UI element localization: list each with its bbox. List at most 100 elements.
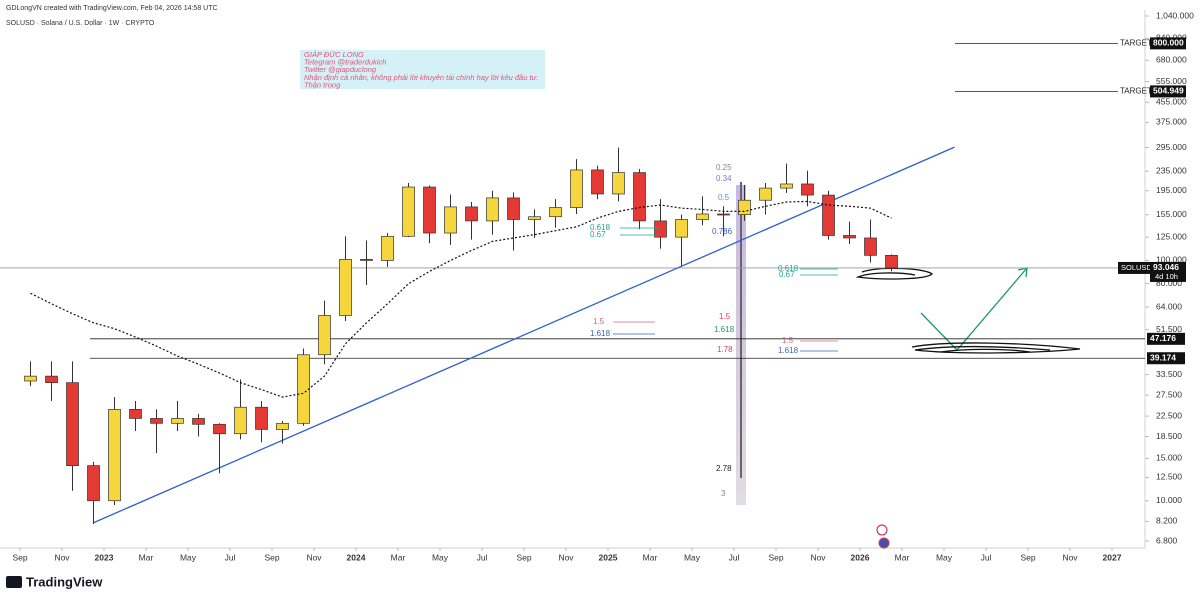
fib-label: 1.5 — [782, 336, 794, 345]
candle-body — [360, 259, 373, 261]
scribble-top — [855, 267, 934, 280]
candle-body — [717, 213, 730, 216]
note-line: Tetegram @traderdukich — [304, 58, 386, 67]
candle-body — [843, 235, 856, 239]
target-label: 800.000 — [1153, 38, 1184, 48]
y-tick-label: 295.000 — [1156, 142, 1187, 152]
x-tick-label: Jul — [981, 552, 992, 562]
y-tick-label: 18.500 — [1156, 431, 1182, 441]
candle-body — [213, 423, 226, 435]
fib-label: 0.34 — [716, 174, 732, 183]
fib-label: 0.5 — [718, 193, 730, 202]
y-tick-label: 195.000 — [1156, 185, 1187, 195]
fib-extension-line — [740, 182, 742, 478]
y-tick-label: 125.000 — [1156, 231, 1187, 241]
fib-label: 0.25 — [716, 163, 732, 172]
fib-label: 1.618 — [590, 329, 611, 338]
target-tag — [1150, 37, 1186, 50]
candle-body — [549, 207, 562, 218]
logo-mark — [6, 576, 22, 588]
x-tick-label: Nov — [306, 552, 322, 562]
fib-label: 1.618 — [714, 325, 735, 334]
candle-body — [108, 409, 121, 502]
candle-body — [192, 418, 205, 425]
countdown: 4d 10h — [1155, 272, 1178, 281]
fib-label: 0.786 — [712, 227, 733, 236]
x-tick-label: Sep — [1020, 552, 1035, 562]
candle-body — [255, 406, 268, 430]
level-tag — [1147, 332, 1185, 345]
x-tick-label: 2023 — [95, 552, 114, 562]
created-by: GDLongVN created with TradingView.com, F… — [6, 5, 218, 12]
fib-label: 0.67 — [590, 230, 606, 239]
x-tick-label: Mar — [643, 552, 658, 562]
candle-body — [45, 375, 58, 384]
x-tick-label: Nov — [1062, 552, 1078, 562]
y-tick-label: 22.500 — [1156, 410, 1182, 420]
fib-label: 1.618 — [778, 346, 799, 355]
flag-icon[interactable] — [878, 537, 890, 549]
symbol-info: SOLUSD · Solana / U.S. Dollar · 1W · CRY… — [6, 20, 155, 27]
fib-label: 3 — [721, 489, 726, 498]
candle-body — [423, 186, 436, 234]
candle-body — [696, 213, 709, 220]
scribble-bottom — [911, 342, 1081, 354]
x-tick-label: 2026 — [851, 552, 870, 562]
target-text: TARGET — [1120, 87, 1152, 96]
candle-body — [801, 183, 814, 196]
candle-body — [66, 382, 79, 466]
trend-line — [93, 146, 955, 524]
candle-body — [276, 422, 289, 430]
x-tick-label: May — [180, 552, 197, 562]
price-tag — [1150, 261, 1186, 282]
level-tag — [1147, 352, 1185, 365]
y-tick-label: 64.000 — [1156, 301, 1182, 311]
y-tick-label: 10.000 — [1156, 495, 1182, 505]
x-tick-label: Mar — [391, 552, 406, 562]
x-tick-label: Mar — [139, 552, 154, 562]
candle-body — [381, 235, 394, 261]
candle-body — [885, 254, 898, 269]
y-tick-label: 15.000 — [1156, 453, 1182, 463]
event-icon[interactable] — [876, 524, 888, 536]
candle-body — [486, 197, 499, 222]
y-tick-label: 6.800 — [1156, 535, 1178, 545]
candle-body — [654, 220, 667, 238]
fib-label: 0.67 — [779, 270, 795, 279]
y-tick-label: 375.000 — [1156, 117, 1187, 127]
fib-label: 0.618 — [590, 223, 611, 232]
y-tick-label: 51.500 — [1156, 324, 1182, 334]
note-line: GIÁP ĐỨC LONG — [304, 50, 364, 59]
candle-body — [591, 169, 604, 195]
candle-body — [780, 183, 793, 189]
fib-label: 1.5 — [719, 312, 731, 321]
y-tick-label: 80.000 — [1156, 278, 1182, 288]
x-tick-label: 2025 — [599, 552, 618, 562]
candle-body — [465, 206, 478, 222]
candle-body — [87, 465, 100, 502]
x-tick-label: Nov — [54, 552, 70, 562]
y-tick-label: 680.000 — [1156, 55, 1187, 65]
x-tick-label: Jul — [729, 552, 740, 562]
target-text: TARGET — [1120, 38, 1152, 47]
candle-body — [339, 259, 352, 316]
x-tick-label: 2027 — [1103, 552, 1122, 562]
y-tick-label: 12.500 — [1156, 472, 1182, 482]
level-label: 39.174 — [1150, 352, 1176, 362]
y-tick-label: 155.000 — [1156, 209, 1187, 219]
x-tick-label: 2024 — [347, 552, 366, 562]
note-box — [300, 50, 545, 89]
fib-label: 0.618 — [778, 264, 799, 273]
x-tick-label: Nov — [558, 552, 574, 562]
candle-body — [171, 418, 184, 424]
candle-body — [507, 197, 520, 220]
y-tick-label: 100.000 — [1156, 255, 1187, 265]
candle-body — [864, 237, 877, 256]
fib-label: 1.78 — [717, 345, 733, 354]
target-label: 504.949 — [1153, 86, 1184, 96]
candle-body — [150, 418, 163, 424]
candle-body — [822, 194, 835, 236]
logo-text: TradingView — [26, 574, 103, 589]
